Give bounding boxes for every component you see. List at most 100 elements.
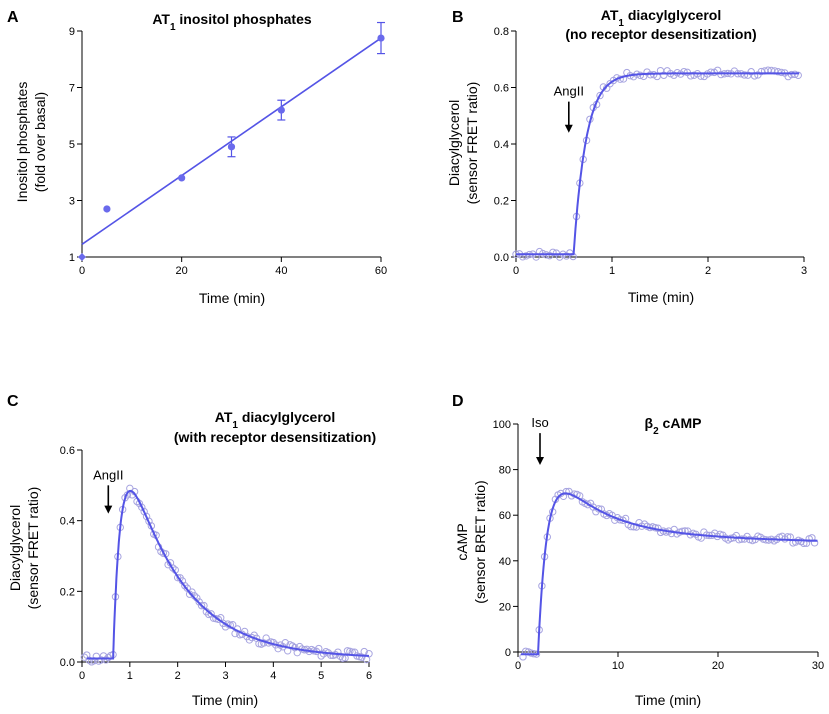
data-point bbox=[707, 68, 715, 76]
data-point bbox=[227, 143, 236, 151]
y-tick-label: 0.8 bbox=[494, 26, 509, 38]
panel-a-marks bbox=[78, 21, 385, 261]
y-tick-label: 0.0 bbox=[494, 252, 509, 264]
panel-a-title: AT1 inositol phosphates bbox=[152, 11, 312, 33]
data-point bbox=[810, 539, 819, 547]
x-tick-label: 0 bbox=[79, 265, 85, 277]
y-tick-label: 9 bbox=[69, 26, 75, 38]
data-point bbox=[336, 652, 344, 660]
y-tick-label: 100 bbox=[493, 419, 511, 431]
data-point bbox=[327, 651, 335, 659]
x-tick-label: 40 bbox=[275, 265, 287, 277]
y-tick-label: 80 bbox=[499, 465, 511, 477]
data-point bbox=[197, 601, 206, 610]
y-tick-label: 1 bbox=[69, 252, 75, 264]
panel-c-axes: 0 1 2 3 4 5 6 0.0 0.2 0.4 0.6 bbox=[60, 445, 372, 682]
stimulus-label: AngII bbox=[93, 467, 123, 482]
data-point bbox=[103, 205, 111, 213]
stimulus-arrow-head bbox=[564, 124, 573, 133]
data-point bbox=[717, 70, 725, 79]
data-point bbox=[102, 656, 110, 664]
panel-c-title-line2: (with receptor desensitization) bbox=[174, 429, 376, 445]
data-point bbox=[178, 174, 186, 182]
x-tick-label: 4 bbox=[270, 670, 276, 682]
panel-a-axes: 0 20 40 60 1 3 5 7 9 bbox=[69, 26, 387, 277]
data-point bbox=[774, 67, 782, 76]
y-tick-label: 0.6 bbox=[494, 83, 509, 95]
data-point bbox=[169, 564, 177, 572]
panel-d-ylabel-line1: cAMP bbox=[454, 523, 470, 560]
stimulus-label: Iso bbox=[531, 415, 548, 430]
panel-c-ylabel-line2: (sensor FRET ratio) bbox=[25, 487, 41, 610]
stimulus-label: AngII bbox=[554, 84, 584, 99]
data-point bbox=[740, 71, 749, 79]
panel-c-xlabel: Time (min) bbox=[192, 692, 258, 708]
panel-letter-d: D bbox=[452, 393, 464, 410]
x-tick-label: 0 bbox=[515, 660, 521, 672]
x-tick-label: 20 bbox=[176, 265, 188, 277]
y-tick-label: 0.2 bbox=[494, 196, 509, 208]
x-tick-label: 3 bbox=[801, 265, 807, 277]
y-tick-label: 20 bbox=[499, 601, 511, 613]
panel-b: B AT1 diacylglycerol (no receptor desens… bbox=[446, 7, 807, 305]
panel-b-ylabel-line1: Diacylglycerol bbox=[446, 100, 462, 186]
panel-b-title-line2: (no receptor desensitization) bbox=[565, 26, 756, 42]
panel-b-title-line1: AT1 diacylglycerol bbox=[601, 7, 721, 29]
data-point bbox=[365, 650, 373, 658]
fit-curve bbox=[521, 492, 818, 656]
fit-curve bbox=[86, 489, 369, 660]
data-point bbox=[678, 527, 686, 536]
panel-a-ylabel-line1: Inositol phosphates bbox=[14, 82, 30, 203]
stimulus-arrow-head bbox=[536, 457, 544, 466]
panel-c-ylabel-line1: Diacylglycerol bbox=[7, 505, 23, 591]
panel-d-marks: Iso bbox=[519, 415, 819, 661]
data-point bbox=[334, 648, 342, 656]
panel-d-xlabel: Time (min) bbox=[635, 692, 701, 708]
panel-b-ylabel-line2: (sensor FRET ratio) bbox=[464, 82, 480, 205]
panel-a: A AT1 inositol phosphates 0 20 40 60 1 3 5 7 9 T… bbox=[7, 9, 387, 306]
panel-c: C AT1 diacylglycerol (with receptor dese… bbox=[7, 393, 376, 708]
data-point bbox=[195, 598, 203, 606]
data-point bbox=[549, 248, 557, 256]
x-tick-label: 10 bbox=[612, 660, 624, 672]
y-tick-label: 0.2 bbox=[60, 586, 75, 598]
y-tick-label: 0.6 bbox=[60, 445, 75, 457]
x-tick-label: 0 bbox=[79, 670, 85, 682]
panel-letter-b: B bbox=[452, 9, 464, 26]
panel-a-ylabel-line2: (fold over basal) bbox=[32, 92, 48, 192]
data-point bbox=[277, 106, 285, 114]
x-tick-label: 0 bbox=[513, 265, 519, 277]
data-point bbox=[596, 91, 604, 100]
data-point bbox=[138, 503, 146, 512]
y-tick-label: 0.4 bbox=[60, 516, 75, 528]
data-point bbox=[757, 67, 765, 76]
panel-a-xlabel: Time (min) bbox=[199, 290, 265, 306]
data-point bbox=[794, 71, 802, 80]
x-tick-label: 2 bbox=[175, 670, 181, 682]
x-tick-label: 2 bbox=[705, 265, 711, 277]
panel-letter-c: C bbox=[7, 393, 19, 410]
panel-d-axes: 0 10 20 30 0 20 40 60 80 100 bbox=[493, 419, 824, 672]
x-tick-label: 3 bbox=[222, 670, 228, 682]
data-point bbox=[207, 610, 215, 618]
x-tick-label: 30 bbox=[812, 660, 824, 672]
y-tick-label: 0.0 bbox=[60, 657, 75, 669]
data-point bbox=[562, 487, 570, 496]
data-point bbox=[183, 584, 191, 592]
data-point bbox=[78, 253, 86, 261]
fit-curve bbox=[516, 72, 800, 256]
x-tick-label: 5 bbox=[318, 670, 324, 682]
y-tick-label: 40 bbox=[499, 556, 511, 568]
stimulus-arrow-head bbox=[104, 505, 113, 514]
panel-d-ylabel-line2: (sensor BRET ratio) bbox=[472, 480, 488, 603]
y-tick-label: 5 bbox=[69, 139, 75, 151]
panel-c-title-line1: AT1 diacylglycerol bbox=[215, 409, 335, 431]
data-point bbox=[181, 582, 189, 590]
data-point bbox=[680, 67, 688, 76]
y-tick-label: 60 bbox=[499, 510, 511, 522]
panel-d: D β2 cAMP 0 10 20 30 0 20 40 60 80 100 Iso Time (… bbox=[452, 393, 824, 708]
y-tick-label: 3 bbox=[69, 196, 75, 208]
x-tick-label: 6 bbox=[366, 670, 372, 682]
panel-b-marks: AngII bbox=[512, 66, 802, 261]
